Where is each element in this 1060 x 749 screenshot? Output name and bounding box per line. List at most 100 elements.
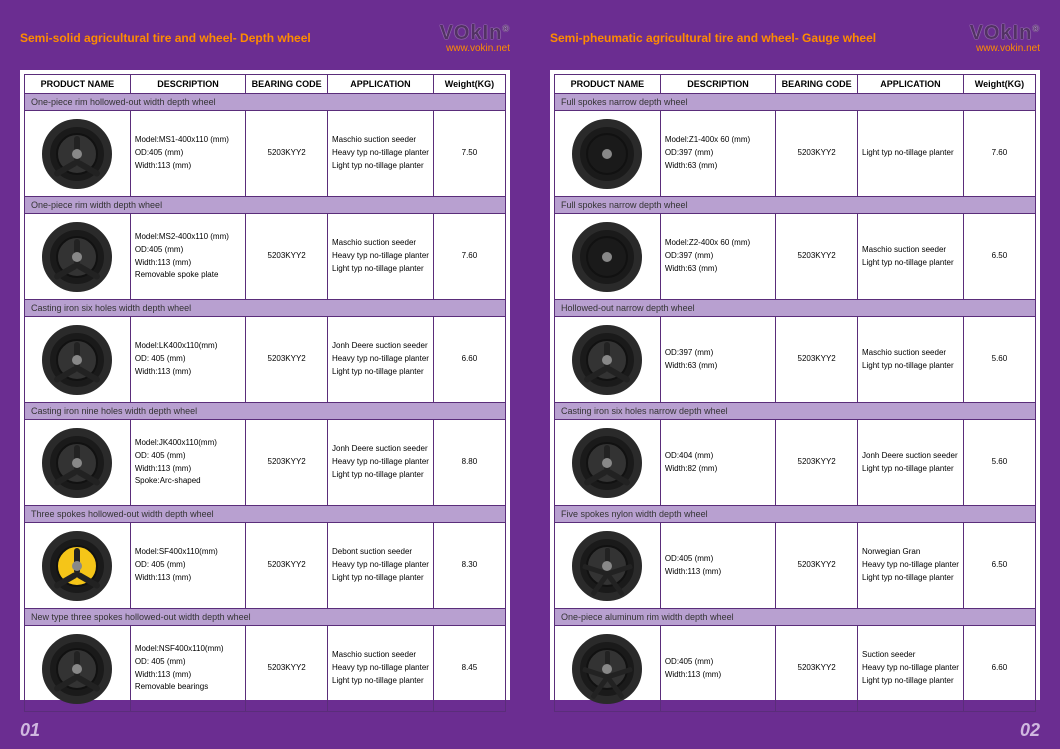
app-line: Light typ no-tillage planter [862,360,959,373]
brand-block: VOkIn® www.vokin.net [970,22,1040,54]
bearing-cell: 5203KYY2 [246,420,328,506]
table-row: Model:JK400x110(mm)OD: 405 (mm)Width:113… [25,420,506,506]
section-row: One-piece rim width depth wheel [25,197,506,214]
bearing-cell: 5203KYY2 [776,523,858,609]
app-line: Light typ no-tillage planter [332,469,429,482]
desc-line: OD:405 (mm) [135,147,241,160]
desc-line: Removable spoke plate [135,269,241,282]
desc-line: Model:MS2-400x110 (mm) [135,231,241,244]
weight-cell: 8.45 [433,626,505,712]
table-header-row: PRODUCT NAME DESCRIPTION BEARING CODE AP… [555,75,1036,94]
description-cell: Model:NSF400x110(mm)OD: 405 (mm)Width:11… [130,626,245,712]
brand-block: VOkIn® www.vokin.net [440,22,510,54]
bearing-cell: 5203KYY2 [246,317,328,403]
table-container: PRODUCT NAME DESCRIPTION BEARING CODE AP… [550,70,1040,700]
desc-line: OD:397 (mm) [665,147,771,160]
app-line: Light typ no-tillage planter [332,675,429,688]
section-row: New type three spokes hollowed-out width… [25,609,506,626]
table-body-right: Full spokes narrow depth wheel Model:Z1-… [555,94,1036,712]
app-line: Light typ no-tillage planter [332,160,429,173]
desc-line: OD:397 (mm) [665,250,771,263]
weight-cell: 7.60 [433,214,505,300]
table-row: OD:405 (mm)Width:113 (mm) 5203KYY2 Sucti… [555,626,1036,712]
app-line: Jonh Deere suction seeder [332,443,429,456]
table-row: OD:397 (mm)Width:63 (mm) 5203KYY2 Maschi… [555,317,1036,403]
header: Semi-pheumatic agricultural tire and whe… [550,18,1040,58]
section-row: Casting iron six holes narrow depth whee… [555,403,1036,420]
app-line: Light typ no-tillage planter [332,366,429,379]
application-cell: Light typ no-tillage planter [858,111,964,197]
app-line: Maschio suction seeder [332,237,429,250]
bearing-cell: 5203KYY2 [776,214,858,300]
app-line: Light typ no-tillage planter [862,257,959,270]
description-cell: OD:397 (mm)Width:63 (mm) [660,317,775,403]
desc-line: Model:SF400x110(mm) [135,546,241,559]
app-line: Light typ no-tillage planter [862,463,959,476]
desc-line: Model:Z1-400x 60 (mm) [665,134,771,147]
application-cell: Maschio suction seederLight typ no-tilla… [858,317,964,403]
col-app: APPLICATION [858,75,964,94]
brand-logo: VOkIn® [970,22,1040,44]
weight-cell: 8.80 [433,420,505,506]
weight-cell: 8.30 [433,523,505,609]
app-line: Heavy typ no-tillage planter [332,456,429,469]
weight-cell: 5.60 [963,317,1035,403]
product-table: PRODUCT NAME DESCRIPTION BEARING CODE AP… [554,74,1036,712]
product-image-cell [555,111,661,197]
app-line: Heavy typ no-tillage planter [332,559,429,572]
desc-line: Width:113 (mm) [135,572,241,585]
app-line: Light typ no-tillage planter [862,675,959,688]
section-title: Casting iron six holes narrow depth whee… [555,403,1036,420]
col-app: APPLICATION [328,75,434,94]
section-title: Full spokes narrow depth wheel [555,94,1036,111]
description-cell: Model:LK400x110(mm)OD: 405 (mm)Width:113… [130,317,245,403]
desc-line: Width:113 (mm) [135,366,241,379]
weight-cell: 7.50 [433,111,505,197]
section-row: Casting iron nine holes width depth whee… [25,403,506,420]
col-product: PRODUCT NAME [25,75,131,94]
section-row: Three spokes hollowed-out width depth wh… [25,506,506,523]
app-line: Debont suction seeder [332,546,429,559]
weight-cell: 6.60 [963,626,1035,712]
bearing-cell: 5203KYY2 [246,214,328,300]
desc-line: Width:113 (mm) [135,160,241,173]
product-image-cell [555,317,661,403]
app-line: Jonh Deere suction seeder [332,340,429,353]
section-row: One-piece aluminum rim width depth wheel [555,609,1036,626]
section-row: Five spokes nylon width depth wheel [555,506,1036,523]
bearing-cell: 5203KYY2 [246,626,328,712]
page-number: 01 [20,720,40,741]
page-right: Semi-pheumatic agricultural tire and whe… [530,0,1060,749]
desc-line: Width:113 (mm) [135,669,241,682]
desc-line: Model:Z2-400x 60 (mm) [665,237,771,250]
section-row: Hollowed-out narrow depth wheel [555,300,1036,317]
app-line: Suction seeder [862,649,959,662]
app-line: Light typ no-tillage planter [332,263,429,276]
desc-line: OD:404 (mm) [665,450,771,463]
app-line: Maschio suction seeder [332,134,429,147]
brand-url: www.vokin.net [970,43,1040,54]
wheel-icon [42,634,112,704]
application-cell: Maschio suction seederHeavy typ no-tilla… [328,111,434,197]
description-cell: Model:JK400x110(mm)OD: 405 (mm)Width:113… [130,420,245,506]
desc-line: Model:NSF400x110(mm) [135,643,241,656]
app-line: Maschio suction seeder [332,649,429,662]
description-cell: Model:Z1-400x 60 (mm)OD:397 (mm)Width:63… [660,111,775,197]
description-cell: OD:405 (mm)Width:113 (mm) [660,626,775,712]
desc-line: OD: 405 (mm) [135,353,241,366]
description-cell: Model:MS2-400x110 (mm)OD:405 (mm)Width:1… [130,214,245,300]
app-line: Maschio suction seeder [862,347,959,360]
wheel-icon [42,531,112,601]
wheel-icon [572,634,642,704]
col-desc: DESCRIPTION [660,75,775,94]
section-title: Hollowed-out narrow depth wheel [555,300,1036,317]
weight-cell: 6.60 [433,317,505,403]
description-cell: OD:405 (mm)Width:113 (mm) [660,523,775,609]
table-row: Model:MS1-400x110 (mm)OD:405 (mm)Width:1… [25,111,506,197]
weight-cell: 5.60 [963,420,1035,506]
section-row: One-piece rim hollowed-out width depth w… [25,94,506,111]
wheel-icon [42,325,112,395]
desc-line: Width:63 (mm) [665,263,771,276]
wheel-icon [572,531,642,601]
col-desc: DESCRIPTION [130,75,245,94]
